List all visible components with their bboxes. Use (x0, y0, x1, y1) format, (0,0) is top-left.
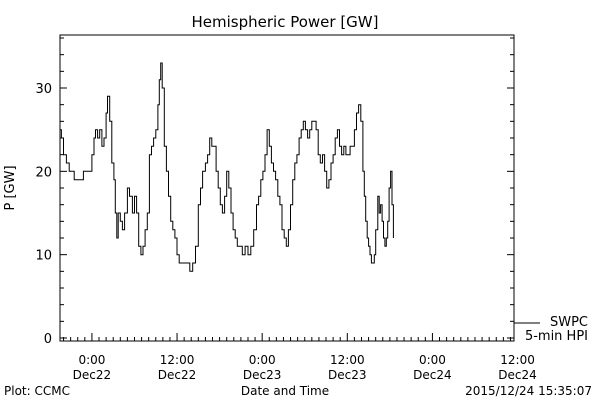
y-axis-ticks: 0 10 20 30 (35, 37, 514, 347)
x-tick-date-label: Dec22 (73, 368, 112, 382)
x-axis-label: Date and Time (241, 384, 329, 398)
legend-swpc-label: SWPC (550, 315, 588, 330)
x-tick-time-label: 12:00 (500, 353, 535, 367)
y-tick-label: 20 (35, 165, 52, 180)
y-tick-label: 10 (35, 249, 52, 264)
footer-plot-credit: Plot: CCMC (4, 384, 70, 398)
chart-title: Hemispheric Power [GW] (192, 13, 379, 31)
x-tick-date-label: Dec23 (243, 368, 282, 382)
x-tick-date-label: Dec24 (413, 368, 452, 382)
x-tick-date-label: Dec22 (158, 368, 197, 382)
x-tick-time-label: 12:00 (330, 353, 365, 367)
y-tick-label: 0 (44, 332, 52, 347)
x-tick-date-label: Dec24 (498, 368, 537, 382)
x-tick-time-label: 0:00 (78, 353, 105, 367)
y-axis-label: P [GW] (3, 165, 18, 210)
x-tick-time-label: 12:00 (160, 353, 195, 367)
x-tick-time-label: 0:00 (419, 353, 446, 367)
legend-hpi-label: 5-min HPI (525, 329, 588, 344)
x-tick-date-label: Dec23 (328, 368, 367, 382)
x-axis-ticks: 0:00Dec2212:00Dec220:00Dec2312:00Dec230:… (63, 333, 537, 382)
footer-timestamp: 2015/12/24 15:35:07 (465, 384, 592, 398)
y-tick-label: 30 (35, 82, 52, 97)
x-tick-time-label: 0:00 (249, 353, 276, 367)
series-line-5-min-hpi (60, 62, 394, 272)
legend: SWPC 5-min HPI (514, 315, 588, 344)
